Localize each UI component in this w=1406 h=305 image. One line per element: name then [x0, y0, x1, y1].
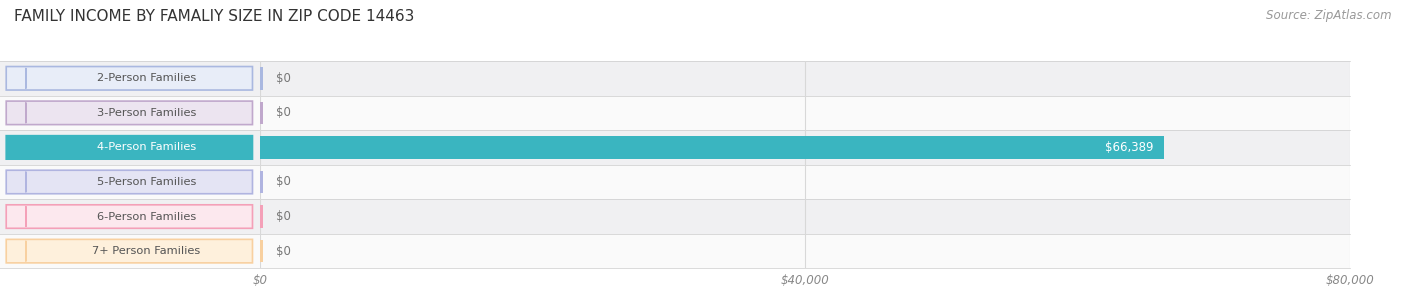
Text: 3-Person Families: 3-Person Families [97, 108, 197, 118]
Bar [0, 130, 260, 165]
Text: 2-Person Families: 2-Person Families [97, 73, 197, 83]
Bar [260, 102, 263, 124]
Bar [260, 130, 1350, 165]
Text: 7+ Person Families: 7+ Person Families [93, 246, 201, 256]
Text: 4-Person Families: 4-Person Families [97, 142, 197, 152]
Text: $66,389: $66,389 [1105, 141, 1153, 154]
FancyBboxPatch shape [6, 66, 253, 90]
FancyBboxPatch shape [6, 170, 253, 194]
Bar [260, 61, 1350, 95]
Bar [260, 199, 1350, 234]
FancyBboxPatch shape [6, 205, 253, 228]
Bar [0, 234, 260, 268]
Bar [0, 199, 260, 234]
Bar [0, 61, 260, 95]
Text: 5-Person Families: 5-Person Families [97, 177, 197, 187]
Text: $0: $0 [277, 245, 291, 258]
Bar [260, 165, 1350, 199]
Bar [260, 67, 263, 90]
FancyBboxPatch shape [6, 239, 253, 263]
FancyBboxPatch shape [6, 136, 253, 159]
Bar [0, 165, 260, 199]
Bar [260, 95, 1350, 130]
Text: Source: ZipAtlas.com: Source: ZipAtlas.com [1267, 9, 1392, 22]
Bar [260, 205, 263, 228]
Text: $0: $0 [277, 175, 291, 188]
Text: $0: $0 [277, 72, 291, 85]
Bar [260, 136, 1164, 159]
Bar [260, 234, 1350, 268]
Text: FAMILY INCOME BY FAMALIY SIZE IN ZIP CODE 14463: FAMILY INCOME BY FAMALIY SIZE IN ZIP COD… [14, 9, 415, 24]
Bar [260, 171, 263, 193]
FancyBboxPatch shape [6, 101, 253, 125]
Text: $0: $0 [277, 210, 291, 223]
Bar [0, 95, 260, 130]
Text: $0: $0 [277, 106, 291, 119]
Text: 6-Person Families: 6-Person Families [97, 212, 197, 221]
Bar [260, 240, 263, 262]
